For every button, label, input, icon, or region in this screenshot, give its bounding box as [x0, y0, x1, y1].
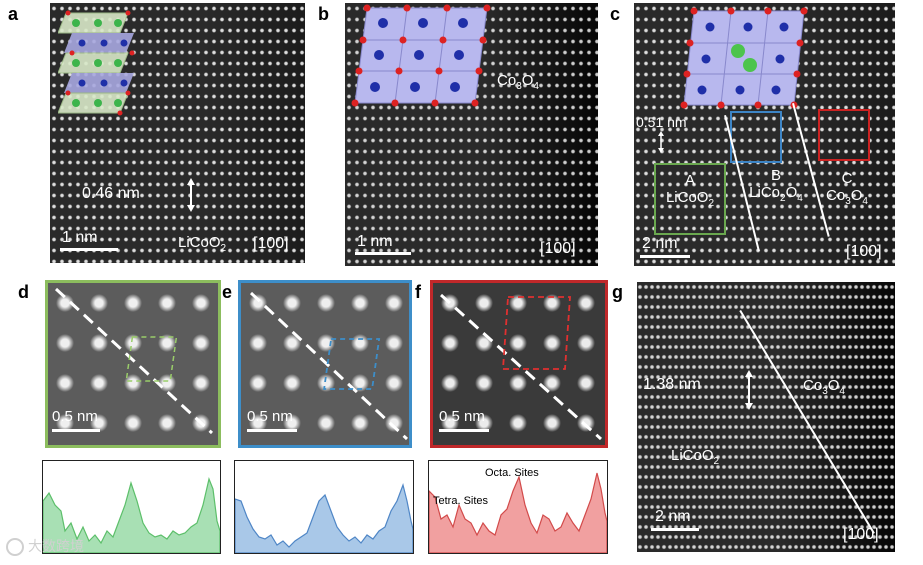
material-label-a: LiCoO2	[178, 234, 227, 254]
scale-label-d: 0.5 nm	[52, 408, 98, 425]
material-label-left-g: LiCoO2	[671, 447, 720, 467]
tetra-sites-label: Tetra. Sites	[433, 495, 489, 507]
crystal-model-c	[680, 7, 808, 109]
scale-label-b: 1 nm	[357, 233, 393, 250]
lattice-spacing-label-c: 0.51 nm	[636, 114, 687, 130]
stem-image-a: 0.46 nm 1 nm LiCoO2 [100]	[50, 3, 305, 263]
spacing-arrow-g	[745, 370, 753, 410]
panel-letter-f: f	[415, 282, 421, 302]
zone-axis-label-g: [100]	[843, 526, 879, 543]
scale-bar-f	[439, 429, 489, 432]
zoom-image-e: 0.5 nm	[238, 280, 412, 448]
crystal-model-b	[351, 4, 491, 107]
scale-bar-a	[60, 248, 118, 251]
material-label-b: Co3O4	[497, 72, 539, 92]
scale-label-e: 0.5 nm	[247, 408, 293, 425]
region-box-b	[730, 111, 782, 163]
region-label-c: C Co3O4	[826, 170, 868, 207]
region-box-a	[654, 163, 726, 235]
scale-bar-b	[355, 252, 411, 255]
region-label-a: A LiCoO2	[665, 172, 715, 209]
scale-bar-e	[247, 429, 297, 432]
zoom-image-f: 0.5 nm	[430, 280, 608, 448]
scale-label-c: 2 nm	[642, 235, 678, 252]
scale-bar-c	[640, 255, 690, 258]
panel-letter-a: a	[8, 4, 19, 24]
scale-bar-d	[52, 429, 100, 432]
zone-axis-label-c: [100]	[846, 243, 882, 260]
panel-letter-c: c	[610, 4, 621, 24]
scale-label-g: 2 nm	[655, 508, 691, 525]
intensity-profile-f: Octa. Sites Tetra. Sites	[428, 460, 608, 554]
scale-bar-g	[651, 528, 699, 531]
octa-sites-label: Octa. Sites	[485, 467, 539, 479]
lattice-spacing-label-g: 1.38 nm	[643, 376, 701, 393]
panel-letter-d: d	[18, 282, 29, 302]
crystal-model-a	[58, 10, 135, 116]
scale-label-f: 0.5 nm	[439, 408, 485, 425]
lattice-spacing-label-a: 0.46 nm	[82, 185, 140, 202]
zoom-image-d: 0.5 nm	[45, 280, 221, 448]
panel-letter-b: b	[318, 4, 329, 24]
stem-image-b: Co3O4 1 nm [100]	[345, 3, 598, 266]
interface-line-g	[739, 310, 875, 534]
panel-letter-g: g	[612, 282, 623, 302]
watermark: 大数跨境	[6, 536, 84, 557]
zone-axis-label-b: [100]	[540, 240, 576, 257]
intensity-profile-d	[42, 460, 221, 554]
spacing-arrow-a	[187, 178, 195, 212]
scale-label-a: 1 nm	[62, 229, 98, 246]
stem-image-g: 1.38 nm Co3O4 LiCoO2 2 nm [100]	[637, 282, 895, 552]
material-label-right-g: Co3O4	[803, 377, 845, 397]
region-label-b: B LiCo2O4	[749, 167, 803, 204]
region-box-c	[818, 109, 870, 161]
watermark-icon	[6, 538, 24, 557]
zone-axis-label-a: [100]	[253, 235, 289, 252]
stem-image-c: 0.51 nm A LiCoO2 B LiCo2O4 C Co3O4 2 nm …	[634, 3, 895, 266]
panel-letter-e: e	[222, 282, 233, 302]
spacing-arrow-c	[658, 131, 664, 153]
intensity-profile-e	[234, 460, 414, 554]
